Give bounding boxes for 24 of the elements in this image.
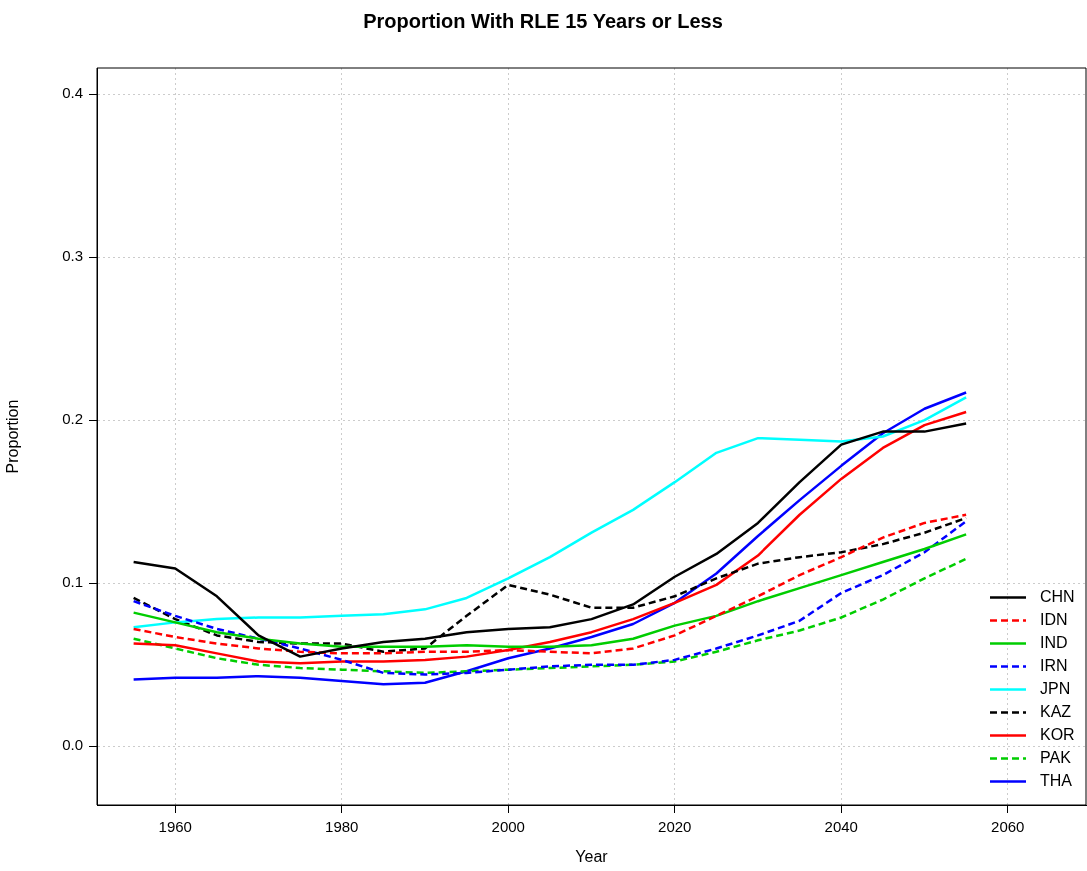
y-tick-label: 0.0	[62, 736, 83, 754]
x-tick-label: 1960	[158, 818, 192, 836]
legend-label: THA	[1040, 771, 1073, 789]
y-axis-title: Proportion	[4, 399, 22, 474]
legend-label: KOR	[1040, 725, 1075, 743]
legend-label: PAK	[1040, 748, 1072, 766]
legend-label: IDN	[1040, 610, 1068, 628]
x-axis-title: Year	[575, 847, 609, 865]
line-series	[132, 557, 968, 675]
legend-label: IRN	[1040, 656, 1068, 674]
y-tick-label: 0.1	[62, 573, 83, 591]
legend-label: IND	[1040, 633, 1068, 651]
y-tick-label: 0.4	[62, 84, 83, 102]
legend-label: KAZ	[1040, 702, 1072, 720]
x-tick-label: 1980	[325, 818, 359, 836]
x-tick-label: 2000	[491, 818, 525, 836]
legend-label: JPN	[1040, 679, 1071, 697]
y-tick-label: 0.2	[62, 410, 83, 428]
x-tick-label: 2060	[991, 818, 1025, 836]
legend-label: CHN	[1040, 587, 1075, 605]
chart-title: Proportion With RLE 15 Years or Less	[363, 9, 723, 32]
y-tick-label: 0.3	[62, 247, 83, 265]
x-tick-label: 2040	[824, 818, 858, 836]
x-tick-label: 2020	[658, 818, 692, 836]
